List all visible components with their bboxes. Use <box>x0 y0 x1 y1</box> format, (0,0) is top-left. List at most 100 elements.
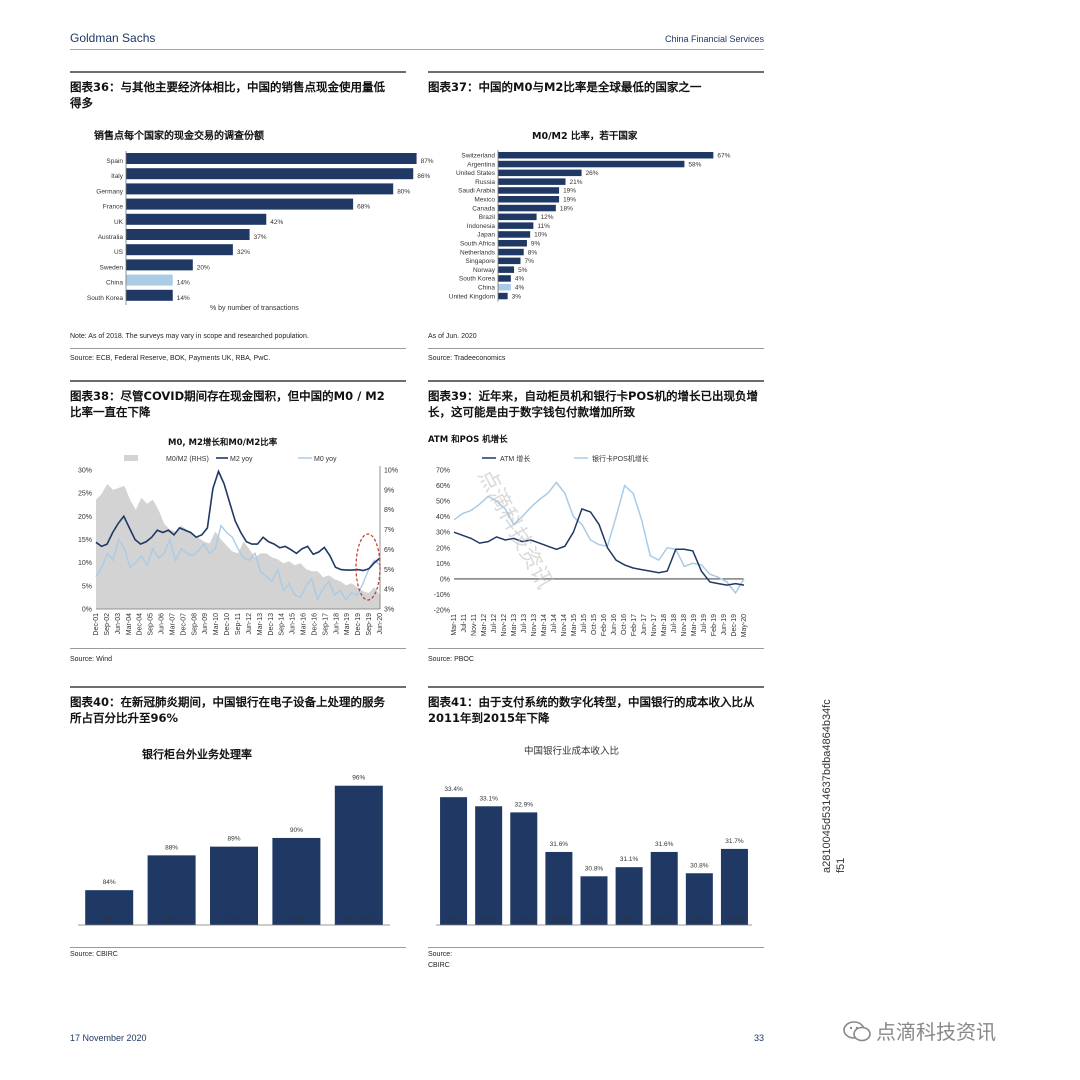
category-label: UK <box>114 219 124 226</box>
category-label: 2017 <box>657 917 672 924</box>
bar <box>580 876 608 925</box>
chart-p41-title: 中国银行业成本收入比 <box>524 745 619 757</box>
category-label: Australia <box>98 234 124 241</box>
category-label: China <box>106 280 123 287</box>
chart-p36-title: 销售点每个国家的现金交易的调查份额 <box>94 129 264 142</box>
category-label: South Korea <box>87 295 124 302</box>
y-tick-left: 0% <box>82 607 92 614</box>
category-label: Sweden <box>100 264 124 271</box>
y-tick: 20% <box>436 545 450 552</box>
data-label: 10% <box>534 232 547 239</box>
panel-36-note: Note: As of 2018. The surveys may vary i… <box>70 333 309 340</box>
bar <box>498 231 531 238</box>
data-label: 88% <box>165 844 178 851</box>
category-label: Spain <box>106 158 123 165</box>
bar <box>498 213 537 221</box>
category-label: 2015 <box>102 917 117 924</box>
y-tick-left: 10% <box>78 560 92 567</box>
bar <box>126 289 173 301</box>
x-tick-label: Mar-12 <box>481 614 488 636</box>
legend-label-atm: ATM 增长 <box>500 454 530 463</box>
category-label: United Kingdom <box>449 293 495 300</box>
x-tick-label: Feb-17 <box>631 614 638 636</box>
category-label: 2018 <box>289 917 304 924</box>
x-tick-label: Jul-12 <box>491 614 498 633</box>
data-label: 14% <box>177 295 190 302</box>
y-tick-right: 6% <box>384 547 394 554</box>
category-label: 2016 <box>622 917 637 924</box>
y-tick-left: 25% <box>78 491 92 498</box>
footer-date: 17 November 2020 <box>70 1033 147 1043</box>
wechat-watermark: 点滴科技资讯 <box>842 1016 996 1045</box>
x-tick-label: Sep-11 <box>235 613 242 635</box>
series-line-atm <box>453 507 745 586</box>
bar <box>126 168 414 180</box>
chart-p38: M0, M2增长和M0/M2比率 0% 5% 10% 15% 20% 25% 30% 3% 4%… <box>78 437 398 636</box>
x-tick-label: Mar-04 <box>126 613 133 635</box>
category-label: Indonesia <box>467 223 496 230</box>
x-tick-label: Sep-02 <box>104 613 111 636</box>
data-label: 20% <box>197 264 210 271</box>
bar <box>545 851 573 925</box>
bar <box>126 244 233 256</box>
panel-37-note: As of Jun. 2020 <box>428 333 477 340</box>
data-label: 31.6% <box>655 841 674 848</box>
bar <box>498 292 508 300</box>
y-tick-right: 8% <box>384 507 394 514</box>
x-tick-label: Dec-19 <box>731 614 738 637</box>
y-tick-left: 30% <box>78 468 92 475</box>
bar <box>498 152 714 159</box>
data-label: 5% <box>518 267 528 274</box>
data-label: 19% <box>563 188 576 195</box>
x-tick-label: May-20 <box>741 614 748 637</box>
x-tick-label: Jun-12 <box>246 613 253 635</box>
data-label: 67% <box>717 153 730 160</box>
panel-37-rule <box>428 348 764 349</box>
bar <box>147 855 196 925</box>
y-tick: -10% <box>434 592 450 599</box>
y-tick: 0% <box>440 576 450 583</box>
page-number: 33 <box>754 1033 765 1043</box>
panel-36-title: 图表36：与其他主要经济体相比，中国的销售点现金使用量低得多 <box>70 80 386 110</box>
data-label: 96% <box>352 775 365 782</box>
x-tick-label: Mar-18 <box>661 614 668 636</box>
x-tick-label: Jul-18 <box>671 614 678 633</box>
bar <box>210 846 258 925</box>
x-tick-label: Nov-13 <box>531 614 538 637</box>
data-label: 32.9% <box>515 801 534 808</box>
wechat-account-name: 点滴科技资讯 <box>876 1020 996 1044</box>
panel-41-rule <box>428 947 764 948</box>
category-label: Switzerland <box>461 153 495 160</box>
panel-36-topline <box>70 71 406 73</box>
category-label: Japan <box>477 232 495 239</box>
x-tick-label: Sep-14 <box>279 613 286 636</box>
panel-37-topline <box>428 71 764 73</box>
bar <box>126 198 354 210</box>
category-label: Mexico <box>474 197 495 204</box>
category-label: 2016 <box>164 917 179 924</box>
data-label: 31.6% <box>550 841 569 848</box>
chart-p36: 销售点每个国家的现金交易的调查份额 Spain 87% Italy 86% German… <box>87 129 434 312</box>
x-tick-label: Jul-19 <box>701 614 708 633</box>
data-label: 58% <box>688 161 701 168</box>
series-area-m0-m2 <box>96 483 380 609</box>
data-label: 90% <box>290 827 303 834</box>
legend-label-pos: 银行卡POS机增长 <box>592 454 649 463</box>
chart-p37: M0/M2 比率，若干国家 Switzerland 67% Argentina 58%… <box>449 130 731 302</box>
bar <box>498 240 527 247</box>
x-tick-label: Dec-16 <box>311 613 318 636</box>
y-tick-right: 5% <box>384 567 394 574</box>
document-hash: a2810045d5314637bdba4864b34fc f51 <box>821 699 847 873</box>
series-line-m2-yoy <box>95 469 381 572</box>
bar <box>498 204 556 212</box>
y-tick-right: 9% <box>384 487 394 494</box>
category-label: Argentina <box>467 161 495 168</box>
chart-p39-title: ATM 和POS 机增长 <box>428 434 508 445</box>
category-label: Russia <box>475 179 495 186</box>
data-label: 68% <box>357 204 370 211</box>
bar <box>498 257 521 265</box>
brand-name: Goldman Sachs <box>70 31 156 45</box>
panel-36-rule <box>70 348 406 349</box>
category-label: Italy <box>111 173 124 180</box>
legend-label-area: M0/M2 (RHS) <box>166 456 209 463</box>
